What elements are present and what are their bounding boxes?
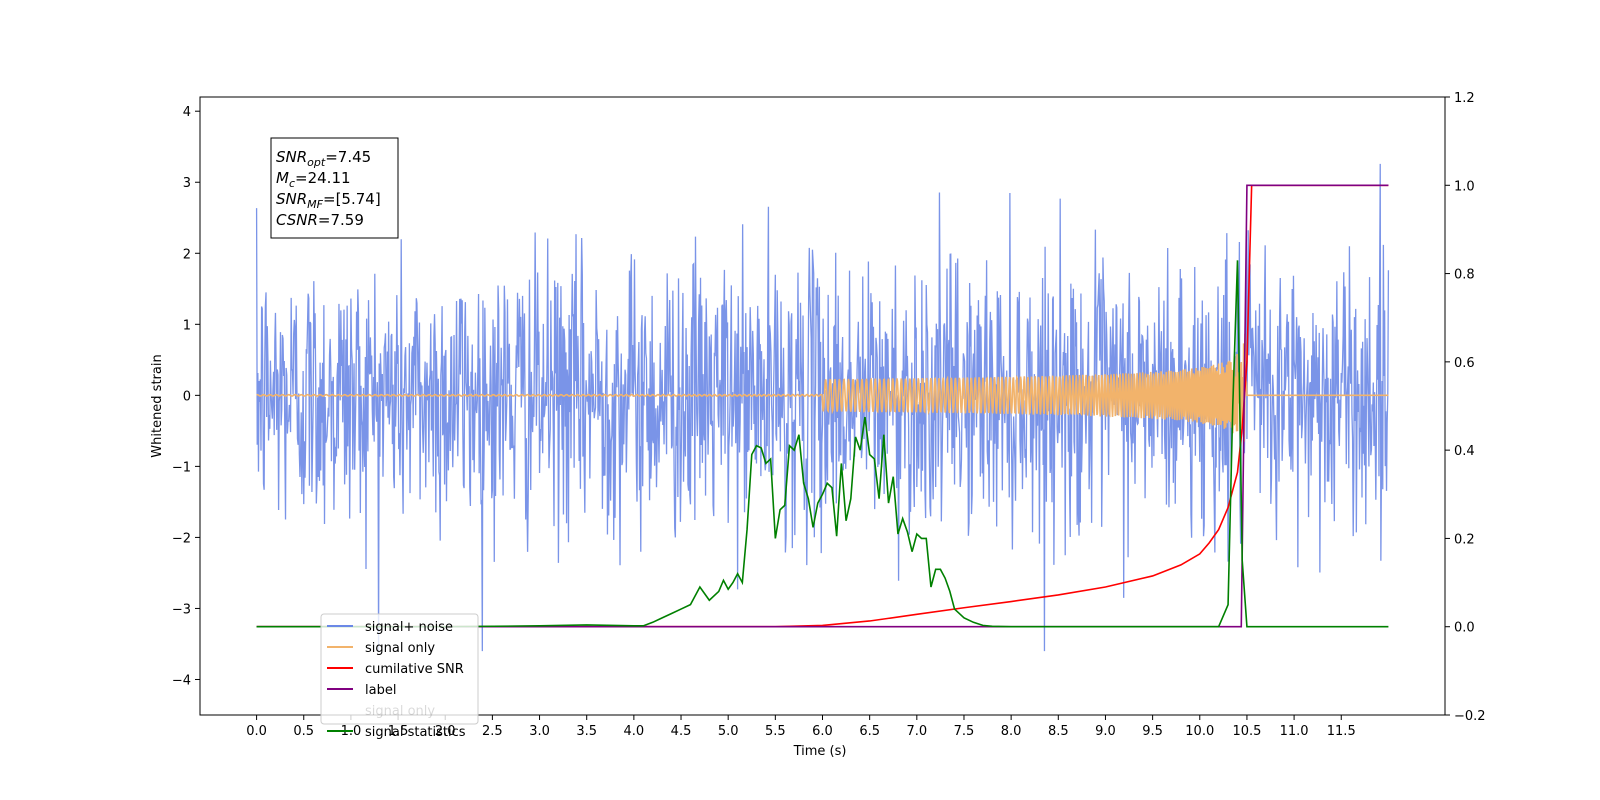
x-tick-label: 6.5: [859, 724, 880, 739]
series-line-3: [256, 184, 1389, 628]
x-tick-label: 5.5: [765, 724, 786, 739]
info-line: CSNR=7.59: [276, 211, 364, 229]
info-line: Mc=24.11: [276, 169, 351, 190]
series-line-1: [256, 333, 1389, 442]
x-tick-label: 3.5: [576, 724, 597, 739]
x-tick-label: 9.0: [1095, 724, 1116, 739]
x-tick-label: 11.0: [1280, 724, 1309, 739]
y-tick-label-left: 3: [183, 176, 191, 191]
plot-area: [255, 163, 1390, 652]
y-tick-label-right: 1.2: [1454, 91, 1475, 106]
x-tick-label: 3.0: [529, 724, 550, 739]
x-tick-label: 4.0: [624, 724, 645, 739]
y-axis-label-left: Whitened strain: [150, 354, 165, 457]
y-tick-label-right: 0.6: [1454, 356, 1475, 371]
y-tick-label-right: 0.4: [1454, 444, 1475, 459]
series-line-5: [256, 260, 1389, 628]
x-tick-label: 2.5: [482, 724, 503, 739]
x-tick-label: 10.0: [1185, 724, 1214, 739]
x-axis-label: Time (s): [793, 744, 847, 759]
y-tick-label-left: 1: [183, 318, 191, 333]
y-tick-label-right: 1.0: [1454, 179, 1475, 194]
legend-label: signal statistics: [365, 725, 466, 740]
legend-frame: [320, 613, 479, 725]
legend: signal+ noise signal only cumilative SNR la…: [320, 613, 479, 740]
legend-label: cumilative SNR: [365, 662, 464, 677]
x-tick-label: 8.0: [1001, 724, 1022, 739]
x-tick-label: 9.5: [1142, 724, 1163, 739]
x-tick-label: 7.5: [954, 724, 975, 739]
x-tick-label: 11.5: [1327, 724, 1356, 739]
legend-label: signal only: [365, 641, 435, 656]
y-tick-label-left: −2: [172, 531, 191, 546]
y-tick-label-left: −1: [172, 460, 191, 475]
series-line-0: [255, 163, 1390, 652]
y-tick-label-left: −3: [172, 602, 191, 617]
y-tick-label-left: 2: [183, 247, 191, 262]
x-tick-label: 1.5: [388, 724, 409, 739]
x-tick-label: 4.5: [671, 724, 692, 739]
y-tick-label-right: 0.0: [1454, 621, 1475, 636]
legend-label: signal only: [365, 704, 435, 719]
info-line: SNRopt=7.45: [276, 148, 371, 169]
y-tick-label-left: 0: [183, 389, 191, 404]
y-tick-label-left: −4: [172, 673, 191, 688]
axis-ticks: 0.0 0.5 1.0 1.5 2.0 2.5 3.0 3.5 4.0 4.5 5.0 5.5 6.0 6…: [172, 91, 1486, 739]
legend-label: label: [365, 683, 396, 698]
y-tick-label-right: 0.8: [1454, 268, 1475, 283]
y-tick-label-left: 4: [183, 105, 191, 120]
x-tick-label: 2.0: [435, 724, 456, 739]
series-line-2: [256, 184, 1389, 628]
info-line: SNRMF=[5.74]: [276, 190, 381, 211]
y-tick-label-right: 0.2: [1454, 532, 1475, 547]
x-tick-label: 7.0: [906, 724, 927, 739]
x-tick-label: 6.0: [812, 724, 833, 739]
x-tick-label: 0.0: [246, 724, 267, 739]
x-tick-label: 0.5: [293, 724, 314, 739]
x-tick-label: 10.5: [1232, 724, 1261, 739]
x-tick-label: 8.5: [1048, 724, 1069, 739]
legend-label: signal+ noise: [365, 620, 453, 635]
x-tick-label: 5.0: [718, 724, 739, 739]
info-box-frame: [270, 137, 399, 239]
y-tick-label-right: −0.2: [1454, 709, 1486, 724]
